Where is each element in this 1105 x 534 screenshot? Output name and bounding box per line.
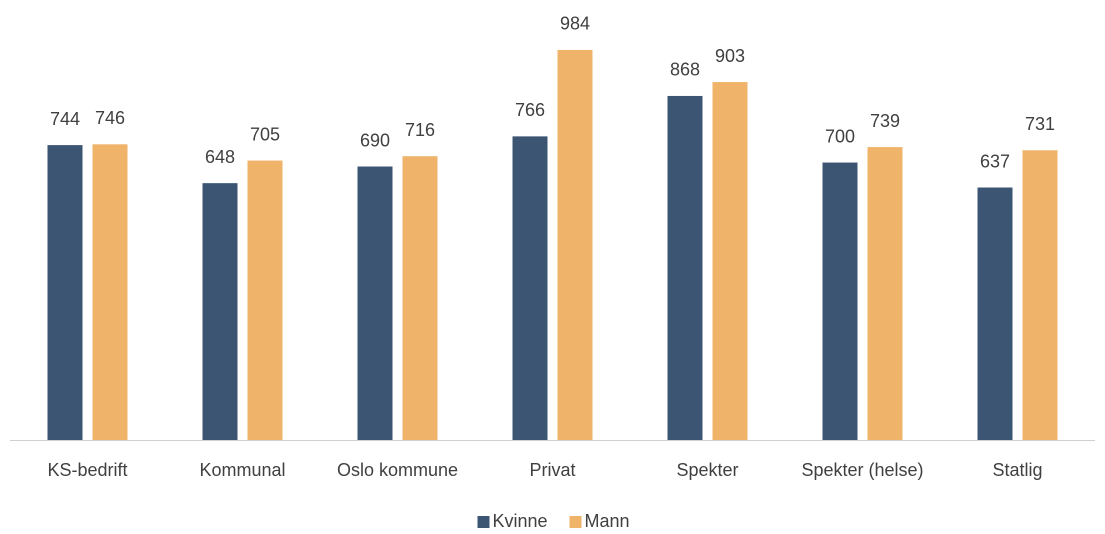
data-label: 637 [980,151,1010,171]
bar [712,82,748,441]
bar [1022,150,1058,440]
bar [47,145,83,440]
bar [557,49,593,440]
data-label: 984 [560,14,590,34]
x-tick-label: Spekter (helse) [801,460,923,480]
bar [357,166,393,440]
x-tick-label: Spekter [676,460,738,480]
x-tick-label: Statlig [992,460,1042,480]
bar [667,95,703,440]
data-label: 690 [360,130,390,150]
data-label: 705 [250,124,280,144]
data-label: 648 [205,147,235,167]
data-label: 746 [95,108,125,128]
bar [202,183,238,440]
bar [867,147,903,440]
data-label: 868 [670,60,700,80]
bar [977,187,1013,440]
bar [402,156,438,440]
bar [92,144,128,440]
data-label: 700 [825,126,855,146]
x-tick-label: Kommunal [199,460,285,480]
data-label: 731 [1025,114,1055,134]
legend-swatch [477,516,490,528]
x-tick-label: KS-bedrift [47,460,127,480]
bar [247,160,283,440]
legend-label: Kvinne [493,511,548,531]
data-label: 716 [405,120,435,140]
bar [822,162,858,440]
data-label: 766 [515,100,545,120]
x-tick-label: Oslo kommune [337,460,458,480]
bar [512,136,548,441]
x-tick-label: Privat [529,460,575,480]
data-label: 739 [870,111,900,131]
legend-swatch [569,516,582,528]
legend-label: Mann [585,511,630,531]
data-label: 744 [50,109,80,129]
data-label: 903 [715,46,745,66]
